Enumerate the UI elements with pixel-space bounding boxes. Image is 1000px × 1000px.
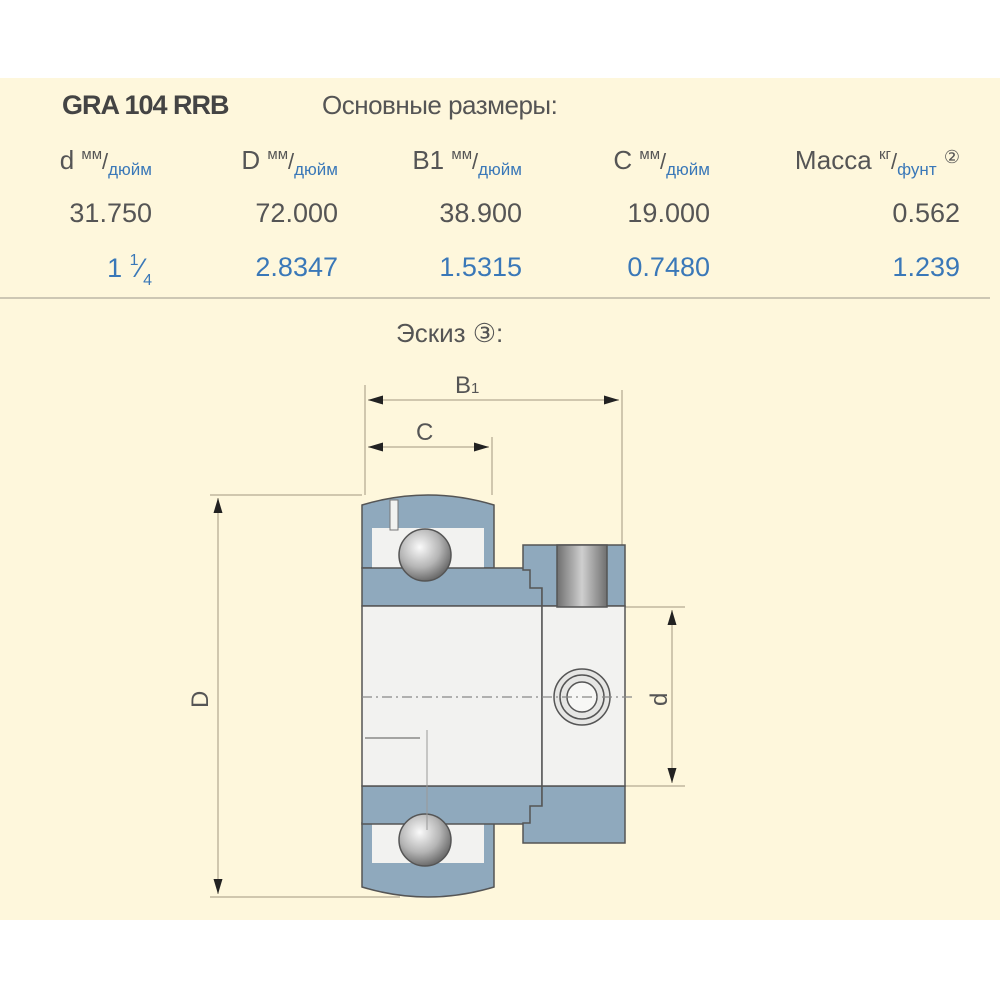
section-title: Основные размеры: <box>322 90 558 120</box>
value-C-mm: 19.000 <box>627 198 710 228</box>
header-B1: B1 мм/дюйм <box>412 145 522 179</box>
value-d-mm: 31.750 <box>69 198 152 228</box>
header-d: d мм/дюйм <box>59 145 152 179</box>
sketch-title: Эскиз ③: <box>396 318 504 348</box>
extension-lines <box>210 385 685 898</box>
header-mass: Масса кг/фунт ② <box>794 145 960 179</box>
value-D-inch: 2.8347 <box>255 252 338 282</box>
value-B1-mm: 38.900 <box>439 198 522 228</box>
set-screw <box>556 544 608 608</box>
dimension-lines <box>213 395 677 894</box>
label-D: D <box>187 691 214 708</box>
label-C: C <box>416 419 433 446</box>
bore <box>361 605 543 787</box>
label-B1: B1 <box>455 372 479 399</box>
value-mass-kg: 0.562 <box>892 198 960 228</box>
value-B1-inch: 1.5315 <box>439 252 522 282</box>
collar-bottom <box>522 785 626 844</box>
inner-ring-top <box>361 567 543 607</box>
ball-bottom <box>398 813 452 867</box>
value-d-inch: 1 1⁄4 <box>107 252 152 289</box>
header-C: C мм/дюйм <box>613 145 710 179</box>
ball-top <box>398 528 452 582</box>
label-d: d <box>646 693 673 706</box>
divider <box>0 297 990 299</box>
inner-ring-bottom <box>361 785 543 825</box>
value-C-inch: 0.7480 <box>627 252 710 282</box>
value-D-mm: 72.000 <box>255 198 338 228</box>
value-mass-lb: 1.239 <box>892 252 960 282</box>
header-D: D мм/дюйм <box>241 145 338 179</box>
product-code: GRA 104 RRB <box>62 90 230 120</box>
bearing-body <box>361 494 626 898</box>
